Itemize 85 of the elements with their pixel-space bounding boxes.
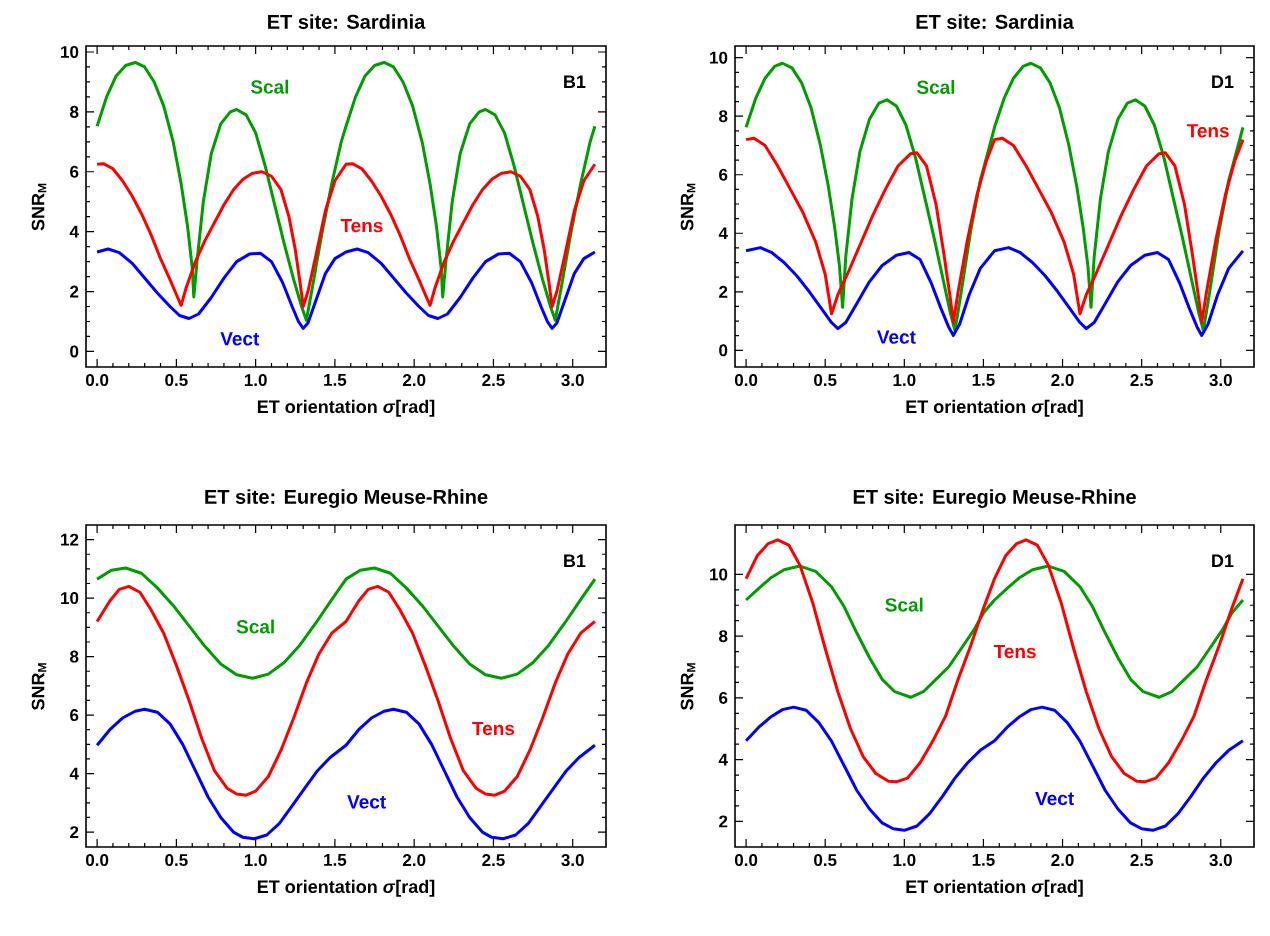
annotation: B1 bbox=[564, 75, 586, 88]
y-tick-label: 10 bbox=[710, 51, 728, 64]
y-axis-title: SNR$_{M}$ bbox=[680, 663, 696, 710]
x-tick-label: 2.0 bbox=[1051, 854, 1074, 867]
series-label: Tens bbox=[1186, 124, 1229, 138]
x-tick-label: 0.0 bbox=[85, 374, 109, 387]
y-axis-title: SNR$_{M}$ bbox=[680, 183, 696, 231]
line-series bbox=[744, 705, 1245, 832]
x-tick-label: 2.0 bbox=[402, 854, 426, 867]
annotation: B1 bbox=[564, 554, 586, 567]
x-tick-label: 0.5 bbox=[814, 854, 837, 867]
y-tick-label: 12 bbox=[61, 533, 79, 546]
y-tick-label: 2 bbox=[70, 285, 79, 298]
x-axis-title: ET orientation σ[rad] bbox=[257, 879, 435, 897]
x-tick-label: 1.0 bbox=[244, 374, 267, 387]
chart-title: ET site: Euregio Meuse-Rhine bbox=[853, 489, 1136, 508]
y-tick-label: 4 bbox=[718, 227, 728, 240]
chart-title: ET site: Sardinia bbox=[916, 14, 1074, 29]
x-tick-label: 0.5 bbox=[165, 854, 188, 867]
line-series bbox=[95, 566, 597, 680]
x-tick-label: 0.0 bbox=[734, 374, 758, 387]
x-axis-title: ET orientation σ[rad] bbox=[906, 399, 1083, 417]
y-tick-label: 10 bbox=[710, 568, 728, 581]
x-tick-label: 1.0 bbox=[244, 854, 267, 867]
y-tick-label: 6 bbox=[719, 691, 728, 704]
chart-title: ET site: Euregio Meuse-Rhine bbox=[205, 489, 488, 508]
y-tick-label: 10 bbox=[61, 592, 79, 605]
y-tick-label: 4 bbox=[69, 767, 79, 780]
y-tick-label: 0 bbox=[719, 344, 728, 357]
x-tick-label: 3.0 bbox=[1209, 374, 1232, 387]
x-tick-label: 1.5 bbox=[324, 854, 347, 866]
series-label: Vect bbox=[220, 332, 260, 346]
y-tick-label: 2 bbox=[70, 826, 79, 839]
x-tick-label: 0.0 bbox=[85, 854, 109, 867]
series-label: Tens bbox=[340, 219, 383, 233]
y-tick-label: 8 bbox=[719, 110, 728, 123]
x-tick-label: 2.0 bbox=[1051, 374, 1074, 387]
line-series bbox=[95, 247, 597, 330]
y-tick-label: 6 bbox=[70, 709, 79, 722]
y-tick-label: 4 bbox=[69, 225, 79, 238]
x-tick-label: 1.5 bbox=[972, 374, 995, 386]
series-label: Scal bbox=[885, 597, 923, 612]
line-series bbox=[95, 584, 597, 797]
y-axis-title: SNR$_{M}$ bbox=[31, 183, 47, 231]
series-label: Tens bbox=[993, 644, 1036, 659]
line-series bbox=[744, 136, 1245, 324]
y-tick-label: 8 bbox=[70, 650, 79, 663]
x-tick-label: 1.5 bbox=[972, 854, 995, 866]
x-tick-label: 1.5 bbox=[324, 374, 347, 386]
x-tick-label: 2.0 bbox=[402, 374, 426, 387]
series-label: Scal bbox=[916, 79, 955, 94]
y-tick-label: 0 bbox=[70, 345, 79, 358]
x-tick-label: 2.5 bbox=[482, 374, 505, 387]
series-label: Scal bbox=[236, 619, 274, 634]
x-tick-label: 2.5 bbox=[1130, 374, 1153, 387]
annotation: D1 bbox=[1212, 75, 1234, 88]
x-tick-label: 3.0 bbox=[1209, 854, 1232, 867]
x-tick-label: 3.0 bbox=[561, 854, 584, 867]
x-tick-label: 1.0 bbox=[893, 374, 916, 387]
y-tick-label: 8 bbox=[719, 630, 728, 643]
y-tick-label: 6 bbox=[70, 165, 79, 178]
y-axis-title: SNR$_{M}$ bbox=[31, 663, 47, 710]
y-tick-label: 2 bbox=[719, 815, 728, 828]
series-label: Vect bbox=[876, 330, 916, 344]
x-axis-title: ET orientation σ[rad] bbox=[257, 399, 435, 417]
x-tick-label: 2.5 bbox=[482, 854, 505, 867]
x-tick-label: 2.5 bbox=[1130, 854, 1153, 867]
x-tick-label: 3.0 bbox=[561, 374, 584, 387]
y-tick-label: 8 bbox=[70, 105, 79, 118]
x-tick-label: 0.0 bbox=[734, 854, 758, 867]
x-tick-label: 0.5 bbox=[814, 374, 837, 387]
line-series bbox=[744, 538, 1245, 784]
y-tick-label: 4 bbox=[718, 753, 728, 766]
text: Vect bbox=[347, 795, 386, 809]
series-label: Vect bbox=[1035, 791, 1074, 806]
y-tick-label: 10 bbox=[61, 45, 79, 58]
annotation: D1 bbox=[1212, 554, 1234, 567]
chart-title: ET site: Sardinia bbox=[268, 14, 426, 29]
series-label: Tens bbox=[472, 721, 515, 736]
x-tick-label: 1.0 bbox=[893, 854, 916, 867]
x-tick-label: 0.5 bbox=[165, 374, 188, 387]
series-label: Scal bbox=[250, 79, 289, 94]
y-tick-label: 6 bbox=[719, 168, 728, 181]
y-tick-label: 2 bbox=[719, 285, 728, 298]
x-axis-title: ET orientation σ[rad] bbox=[906, 879, 1083, 897]
